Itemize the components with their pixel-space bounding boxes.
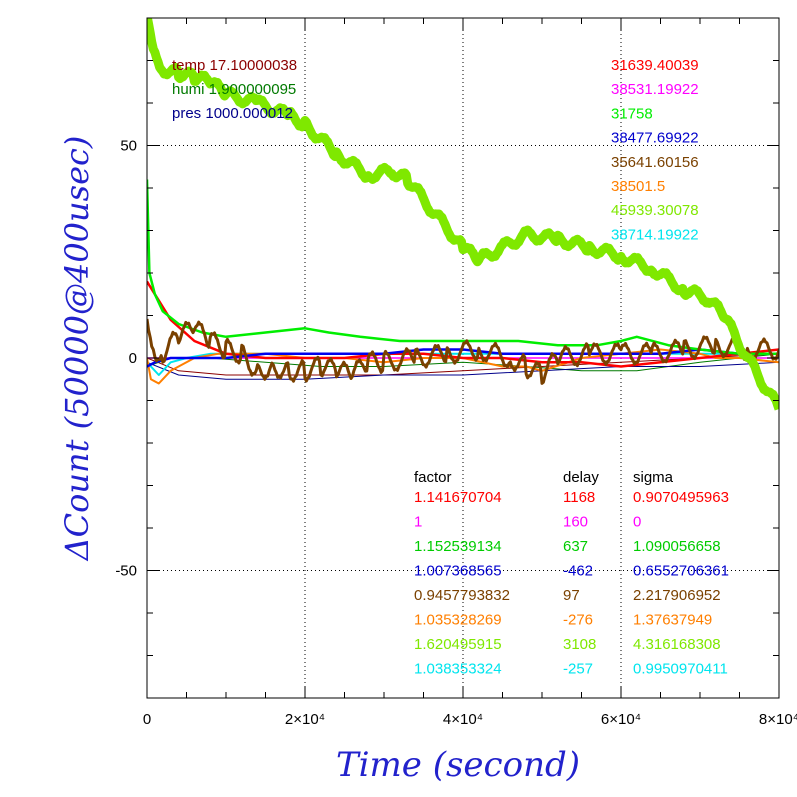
series-line-0 (147, 353, 779, 376)
x-tick-label: 0 (143, 711, 151, 728)
reference-count-value: 31639.40039 (611, 57, 699, 74)
series-lines (147, 18, 779, 411)
x-tick-label: 4×10⁴ (443, 711, 483, 728)
series-line-8 (147, 179, 779, 356)
table-cell-delay: -276 (563, 612, 593, 629)
series-line-2 (147, 361, 779, 380)
annotations: temp 17.10000038 humi 1.900000095 pres 100… (172, 57, 729, 678)
table-header: factor (414, 469, 452, 486)
table-cell-delay: -257 (563, 661, 593, 678)
table-cell-delay: -462 (563, 563, 593, 580)
table-cell-sigma: 0.9950970411 (633, 661, 728, 678)
reference-count-value: 38477.69922 (611, 130, 699, 147)
table-cell-factor: 1.141670704 (414, 489, 502, 506)
env-label: humi 1.900000095 (172, 81, 296, 98)
table-cell-delay: 637 (563, 538, 588, 555)
table-cell-factor: 1.620495915 (414, 636, 502, 653)
y-tick-label: 50 (120, 138, 137, 155)
x-tick-label: 2×10⁴ (285, 711, 325, 728)
reference-count-value: 38501.5 (611, 178, 665, 195)
table-cell-sigma: 0.9070495963 (633, 489, 729, 506)
reference-count-value: 38531.19922 (611, 81, 699, 98)
table-cell-delay: 3108 (563, 636, 596, 653)
series-line-9 (147, 318, 779, 385)
table-cell-sigma: 1.090056658 (633, 538, 721, 555)
y-axis-title: ΔCount (50000@400usec) (58, 136, 96, 563)
reference-count-value: 31758 (611, 105, 653, 122)
table-cell-factor: 1.038353324 (414, 661, 502, 678)
table-cell-factor: 0.9457793832 (414, 587, 510, 604)
env-label: temp 17.10000038 (172, 57, 297, 74)
env-label: pres 1000.000012 (172, 105, 293, 122)
table-header: sigma (633, 469, 674, 486)
table-cell-sigma: 1.37637949 (633, 612, 712, 629)
reference-count-value: 35641.60156 (611, 154, 699, 171)
table-cell-factor: 1.035328269 (414, 612, 502, 629)
table-cell-sigma: 2.217906952 (633, 587, 721, 604)
reference-count-value: 45939.30078 (611, 202, 699, 219)
table-cell-delay: 97 (563, 587, 580, 604)
table-cell-factor: 1 (414, 514, 422, 531)
y-tick-label: -50 (115, 563, 137, 580)
table-header: delay (563, 469, 599, 486)
table-cell-delay: 1168 (563, 489, 595, 506)
reference-count-value: 38714.19922 (611, 226, 699, 243)
series-line-10 (147, 18, 779, 411)
table-cell-delay: 160 (563, 514, 588, 531)
axis-ticks: 0 2×10⁴ 4×10⁴ 6×10⁴ 8×10⁴ -50 0 50 (115, 18, 797, 728)
table-cell-sigma: 4.316168308 (633, 636, 721, 653)
x-tick-label: 8×10⁴ (759, 711, 797, 728)
x-tick-label: 6×10⁴ (601, 711, 641, 728)
table-cell-sigma: 0.6552706361 (633, 563, 729, 580)
x-axis-title: Time (second) (336, 745, 580, 785)
y-tick-label: 0 (129, 350, 137, 367)
table-cell-factor: 1.152539134 (414, 538, 502, 555)
table-cell-sigma: 0 (633, 514, 641, 531)
table-cell-factor: 1.007368565 (414, 563, 502, 580)
series-line-6 (147, 280, 779, 368)
